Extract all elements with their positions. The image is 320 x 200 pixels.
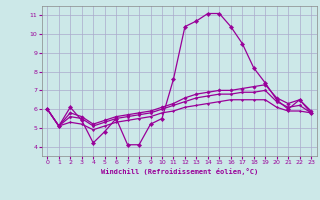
- X-axis label: Windchill (Refroidissement éolien,°C): Windchill (Refroidissement éolien,°C): [100, 168, 258, 175]
